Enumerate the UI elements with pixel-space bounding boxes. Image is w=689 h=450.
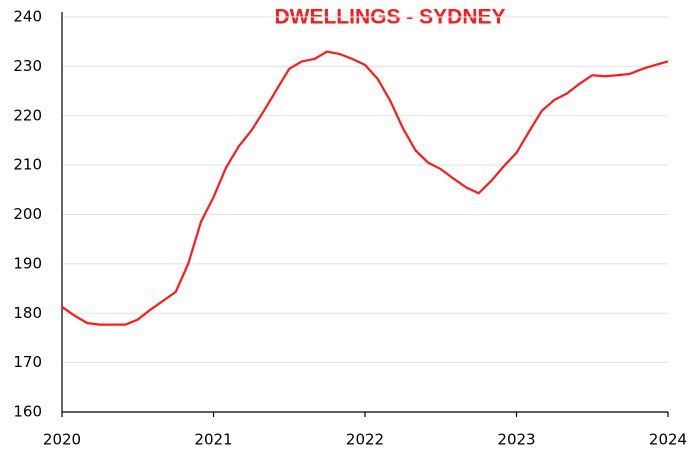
y-tick-label: 170 <box>13 353 42 371</box>
x-tick-label: 2020 <box>43 431 81 449</box>
data-line <box>61 50 669 326</box>
x-tick-label: 2024 <box>649 431 687 449</box>
y-tick-label: 190 <box>13 254 42 272</box>
y-tick-label: 220 <box>13 106 42 124</box>
x-tick-label: 2021 <box>194 431 232 449</box>
x-tick-label: 2022 <box>346 431 384 449</box>
y-tick-label: 200 <box>13 205 42 223</box>
y-tick-label: 230 <box>13 57 42 75</box>
y-tick-label: 240 <box>13 8 42 26</box>
x-tick-label: 2023 <box>497 431 535 449</box>
y-tick-label: 180 <box>13 304 42 322</box>
y-tick-label: 160 <box>13 403 42 421</box>
y-tick-label: 210 <box>13 156 42 174</box>
